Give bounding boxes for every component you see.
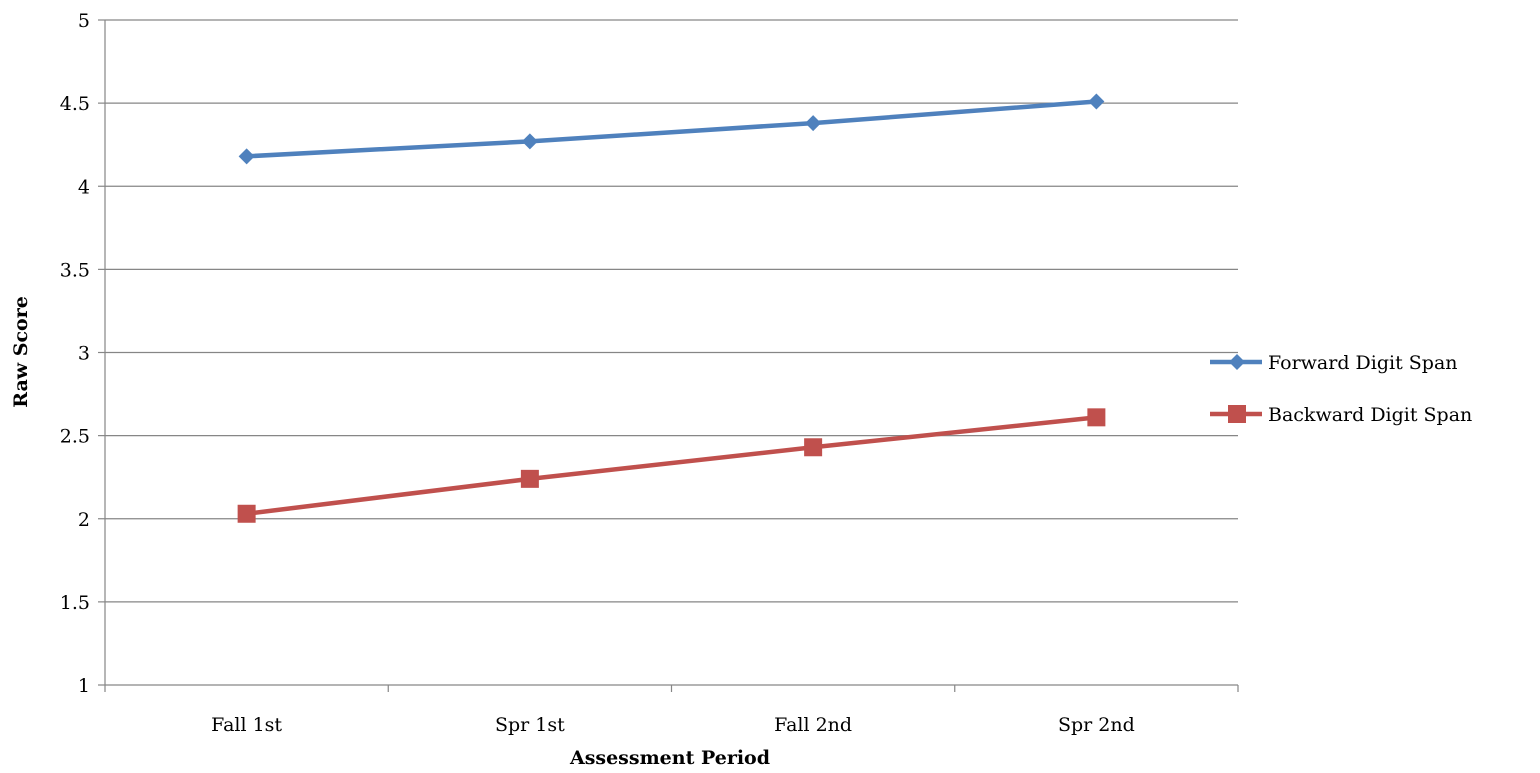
legend-marker xyxy=(1228,405,1246,423)
y-tick-label: 3 xyxy=(78,343,90,365)
y-tick-label: 2 xyxy=(78,509,90,531)
y-tick-labels: 1 1.5 2 2.5 3 3.5 4 4.5 5 xyxy=(60,10,90,697)
data-point xyxy=(1088,93,1105,110)
data-series xyxy=(237,93,1106,523)
legend-item: Backward Digit Span xyxy=(1210,404,1472,426)
series-line xyxy=(246,99,1097,159)
data-point xyxy=(520,469,539,488)
grid-lines xyxy=(98,19,1239,692)
y-axis-title: Raw Score xyxy=(10,296,32,408)
y-tick-label: 4 xyxy=(78,176,90,198)
x-tick-label: Spr 2nd xyxy=(1058,714,1135,736)
data-point xyxy=(804,438,823,457)
legend-label: Forward Digit Span xyxy=(1268,352,1458,374)
y-tick-label: 5 xyxy=(78,10,90,32)
data-point xyxy=(1087,408,1106,427)
legend-marker xyxy=(1229,354,1245,370)
series-line xyxy=(246,415,1097,516)
x-tick-label: Spr 1st xyxy=(495,714,565,736)
y-tick-label: 2.5 xyxy=(60,426,90,448)
data-point xyxy=(237,504,256,523)
y-tick-label: 3.5 xyxy=(60,259,90,281)
data-point xyxy=(805,115,822,132)
data-point xyxy=(238,148,255,165)
y-tick-label: 1 xyxy=(78,675,90,697)
legend-item: Forward Digit Span xyxy=(1210,352,1458,374)
x-tick-label: Fall 2nd xyxy=(774,714,852,736)
legend: Forward Digit Span Backward Digit Span xyxy=(1210,352,1472,426)
series-backward-digit-span xyxy=(237,408,1106,523)
series-forward-digit-span xyxy=(238,93,1105,165)
x-tick-label: Fall 1st xyxy=(211,714,282,736)
data-point xyxy=(521,133,538,150)
legend-label: Backward Digit Span xyxy=(1268,404,1472,426)
y-tick-label: 1.5 xyxy=(60,592,90,614)
axes xyxy=(104,20,1238,686)
x-axis-title: Assessment Period xyxy=(569,747,770,769)
x-tick-labels: Fall 1st Spr 1st Fall 2nd Spr 2nd xyxy=(211,714,1135,736)
y-tick-label: 4.5 xyxy=(60,93,90,115)
